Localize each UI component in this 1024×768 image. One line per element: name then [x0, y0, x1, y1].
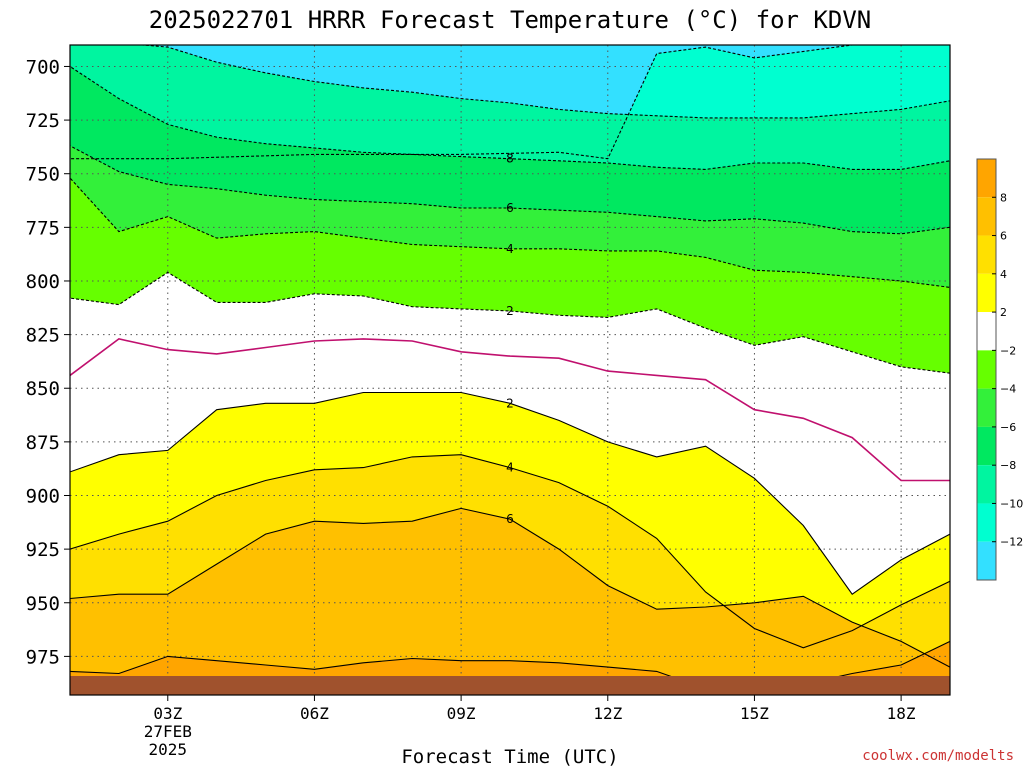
colorbar-label: 8 [1000, 191, 1007, 204]
colorbar-label: 4 [1000, 268, 1007, 281]
colorbar-segment [977, 350, 996, 389]
credit-text: coolwx.com/modelts [862, 748, 1014, 764]
colorbar-label: −12 [1000, 536, 1023, 549]
contour-line [70, 391, 950, 595]
x-tick-label: 09Z [447, 704, 476, 723]
contour-label: 4 [506, 242, 514, 256]
contour-line [70, 454, 950, 649]
plot-frame [69, 44, 951, 696]
y-tick-label: 750 [26, 164, 60, 186]
colorbar-label: −8 [1000, 459, 1016, 472]
x-tick-label: 18Z [887, 704, 916, 723]
fill-band-6 [70, 508, 950, 695]
contour-line [70, 507, 950, 668]
x-tick-label: 15Z [740, 704, 769, 723]
x-date-label: 2025 [149, 740, 188, 759]
contour-line [70, 45, 853, 160]
y-tick-label: 800 [26, 271, 60, 293]
colorbar-label: −6 [1000, 421, 1016, 434]
x-tick-label: 03Z [153, 704, 182, 723]
contour-label: 8 [506, 152, 514, 166]
colorbar-segment [977, 197, 996, 236]
y-tick-label: 775 [26, 217, 60, 239]
contour-line [70, 145, 950, 235]
contour-label: 2 [506, 304, 514, 318]
y-tick-label: 875 [26, 432, 60, 454]
x-axis-label: Forecast Time (UTC) [401, 746, 618, 768]
contour-label: 2 [506, 396, 514, 410]
colorbar-label: −2 [1000, 344, 1016, 357]
colorbar-label: 6 [1000, 230, 1007, 243]
colorbar-label: 2 [1000, 306, 1007, 319]
contour-line [70, 65, 950, 170]
plot-area: 8 6 4 2 2 4 6 [69, 44, 951, 696]
y-tick-label: 900 [26, 485, 60, 507]
colorbar-segment [977, 235, 996, 274]
y-tick-label: 975 [26, 646, 60, 668]
colorbar-label: −10 [1000, 497, 1023, 510]
ground-bar [70, 676, 950, 695]
x-tick-label: 12Z [593, 704, 622, 723]
colorbar-segment [977, 388, 996, 427]
y-tick-label: 850 [26, 378, 60, 400]
contour-label: 4 [506, 461, 514, 475]
x-date-label: 27FEB [144, 722, 192, 741]
colorbar-segment [977, 465, 996, 504]
colorbar: 8 6 4 2 −2 −4 −6 −8 −10 −12 [976, 158, 1023, 581]
y-tick-label: 825 [26, 325, 60, 347]
contour-line [70, 177, 950, 288]
x-tick-label: 06Z [300, 704, 329, 723]
colorbar-segment [977, 426, 996, 466]
y-tick-label: 950 [26, 593, 60, 615]
contour-label: 6 [506, 201, 514, 215]
contour-label: 6 [506, 512, 514, 526]
colorbar-segment [977, 503, 996, 542]
colorbar-segment [977, 273, 996, 313]
y-tick-label: 925 [26, 539, 60, 561]
colorbar-frame [976, 158, 997, 581]
contour-line [136, 45, 950, 119]
colorbar-segment [977, 312, 996, 351]
chart-title: 2025022701 HRRR Forecast Temperature (°C… [149, 6, 871, 34]
colorbar-label: −4 [1000, 383, 1016, 396]
y-tick-label: 725 [26, 110, 60, 132]
y-tick-label: 700 [26, 56, 60, 78]
contour-line [70, 338, 950, 482]
colorbar-segment [977, 541, 996, 580]
contour-line [70, 271, 950, 374]
colorbar-segment [977, 159, 996, 198]
y-axis: 700 725 750 775 800 825 850 875 900 925 950 975 [26, 56, 70, 668]
